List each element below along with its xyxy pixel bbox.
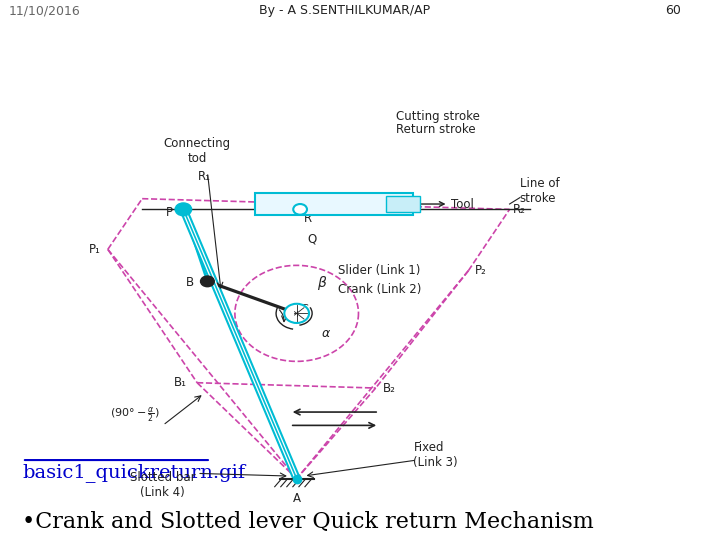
Text: Line of
stroke: Line of stroke: [520, 177, 559, 205]
Text: C: C: [300, 304, 308, 314]
Circle shape: [293, 204, 307, 215]
Text: P₂: P₂: [475, 264, 487, 277]
Circle shape: [175, 203, 192, 216]
Text: 11/10/2016: 11/10/2016: [8, 4, 80, 17]
Text: Ram: Ram: [321, 198, 348, 211]
Text: Crank (Link 2): Crank (Link 2): [338, 283, 421, 296]
FancyBboxPatch shape: [256, 193, 413, 215]
Text: By - A S.SENTHILKUMAR/AP: By - A S.SENTHILKUMAR/AP: [259, 4, 431, 17]
Text: Slider (Link 1): Slider (Link 1): [338, 264, 420, 277]
Text: basic1_quickreturn.gif: basic1_quickreturn.gif: [22, 463, 245, 482]
Text: $\alpha$: $\alpha$: [320, 327, 330, 340]
Text: R₂: R₂: [513, 203, 526, 216]
FancyBboxPatch shape: [386, 196, 420, 212]
Text: Cutting stroke: Cutting stroke: [396, 110, 480, 123]
Text: R₁: R₁: [197, 170, 210, 183]
Text: P: P: [166, 206, 173, 219]
Text: Fixed
(Link 3): Fixed (Link 3): [413, 441, 458, 469]
Circle shape: [201, 276, 215, 287]
Text: B₁: B₁: [174, 376, 186, 389]
Circle shape: [284, 304, 309, 323]
Text: $(90°-\frac{\alpha}{2})$: $(90°-\frac{\alpha}{2})$: [110, 406, 160, 424]
Text: B: B: [186, 276, 194, 289]
Text: P₁: P₁: [89, 243, 101, 256]
Text: $\beta$: $\beta$: [318, 274, 328, 292]
Text: A: A: [293, 492, 301, 505]
Text: 60: 60: [665, 4, 681, 17]
Text: B₂: B₂: [382, 382, 395, 395]
Text: Slotted bar
(Link 4): Slotted bar (Link 4): [130, 471, 196, 499]
Text: •Crank and Slotted lever Quick return Mechanism: •Crank and Slotted lever Quick return Me…: [22, 511, 594, 533]
Text: Q: Q: [307, 232, 316, 245]
Text: R: R: [304, 212, 312, 225]
Text: Connecting
tod: Connecting tod: [163, 137, 230, 165]
Text: Return stroke: Return stroke: [396, 123, 476, 136]
Text: Tool: Tool: [420, 198, 474, 211]
